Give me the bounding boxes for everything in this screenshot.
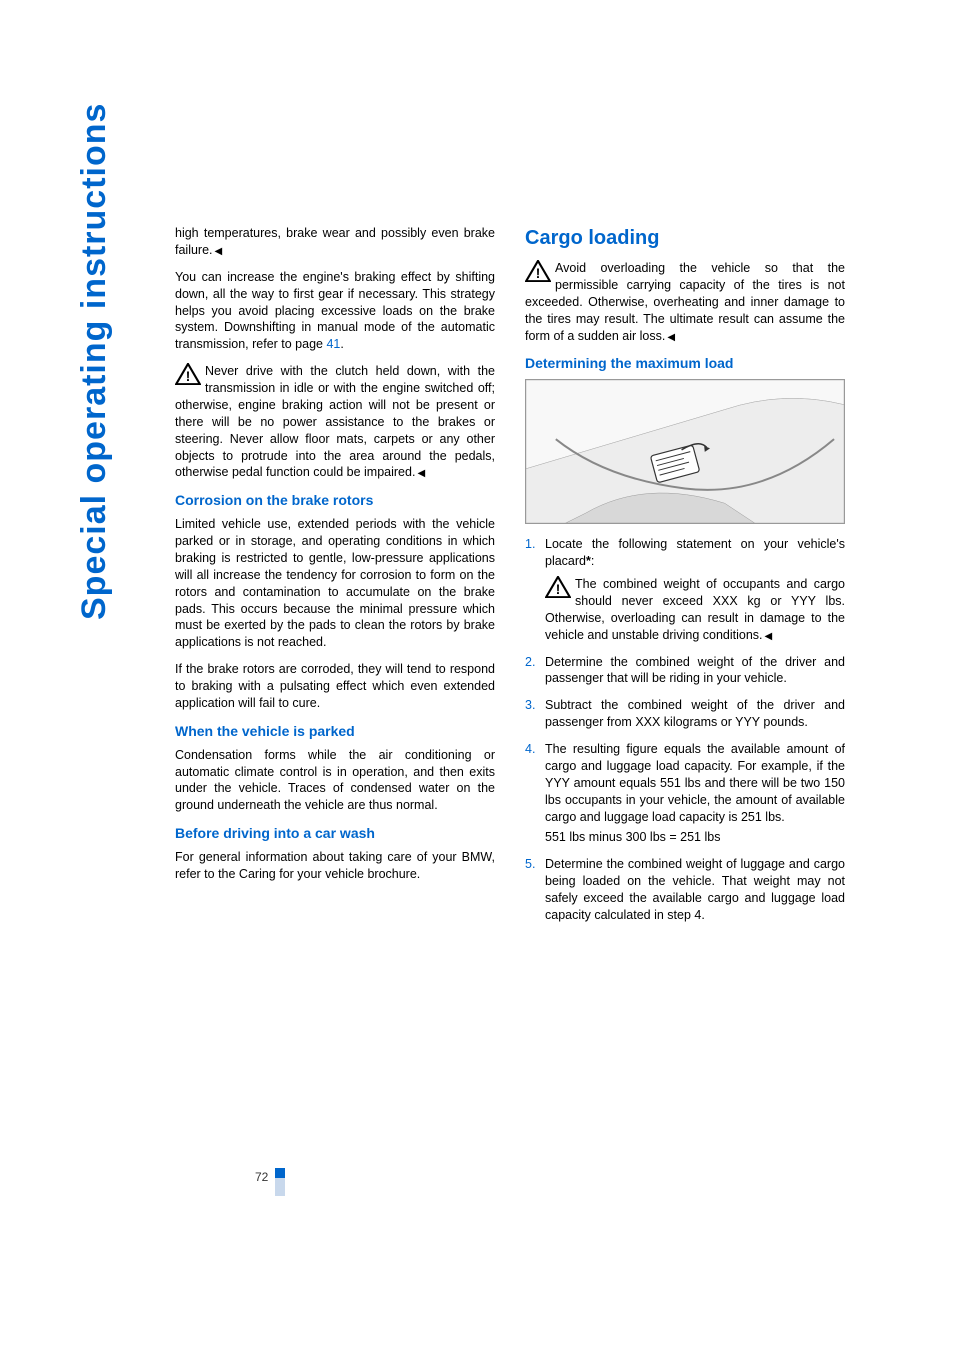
left-column: high temperatures, brake wear and possib…: [175, 225, 495, 934]
svg-text:!: !: [556, 582, 561, 597]
right-column: Cargo loading ! Avoid overloading the ve…: [525, 225, 845, 934]
heading-carwash: Before driving into a car wash: [175, 824, 495, 843]
steps-list: Locate the following statement on your v…: [525, 536, 845, 924]
step-1: Locate the following statement on your v…: [525, 536, 845, 643]
braking-paragraph: You can increase the engine's braking ef…: [175, 269, 495, 353]
corrosion-p1: Limited vehicle use, extended periods wi…: [175, 516, 495, 651]
heading-maxload: Determining the maximum load: [525, 354, 845, 373]
warning-icon: !: [525, 260, 551, 282]
heading-parked: When the vehicle is parked: [175, 722, 495, 741]
section-side-label: Special operating instructions: [75, 103, 114, 620]
warning-combined-weight: ! The combined weight of occupants and c…: [545, 576, 845, 644]
page-number: 72: [255, 1170, 268, 1184]
placard-illustration: [525, 379, 845, 524]
warning-icon: !: [175, 363, 201, 385]
svg-text:!: !: [186, 369, 191, 384]
carwash-p: For general information about taking car…: [175, 849, 495, 883]
page-ref-link[interactable]: 41: [326, 337, 340, 351]
parked-p: Condensation forms while the air conditi…: [175, 747, 495, 815]
content-area: high temperatures, brake wear and possib…: [175, 225, 845, 934]
intro-paragraph: high temperatures, brake wear and possib…: [175, 225, 495, 259]
step-4-calc: 551 lbs minus 300 lbs = 251 lbs: [545, 829, 845, 846]
warning-icon: !: [545, 576, 571, 598]
warning-clutch: ! Never drive with the clutch held down,…: [175, 363, 495, 481]
page-marker-icon: [275, 1168, 285, 1196]
step-3: Subtract the combined weight of the driv…: [525, 697, 845, 731]
step-5: Determine the combined weight of luggage…: [525, 856, 845, 924]
warning-cargo: ! Avoid overloading the vehicle so that …: [525, 260, 845, 344]
heading-cargo: Cargo loading: [525, 225, 845, 252]
step-4: The resulting figure equals the availabl…: [525, 741, 845, 846]
corrosion-p2: If the brake rotors are corroded, they w…: [175, 661, 495, 712]
svg-text:!: !: [536, 266, 541, 281]
heading-corrosion: Corrosion on the brake rotors: [175, 491, 495, 510]
step-2: Determine the combined weight of the dri…: [525, 654, 845, 688]
